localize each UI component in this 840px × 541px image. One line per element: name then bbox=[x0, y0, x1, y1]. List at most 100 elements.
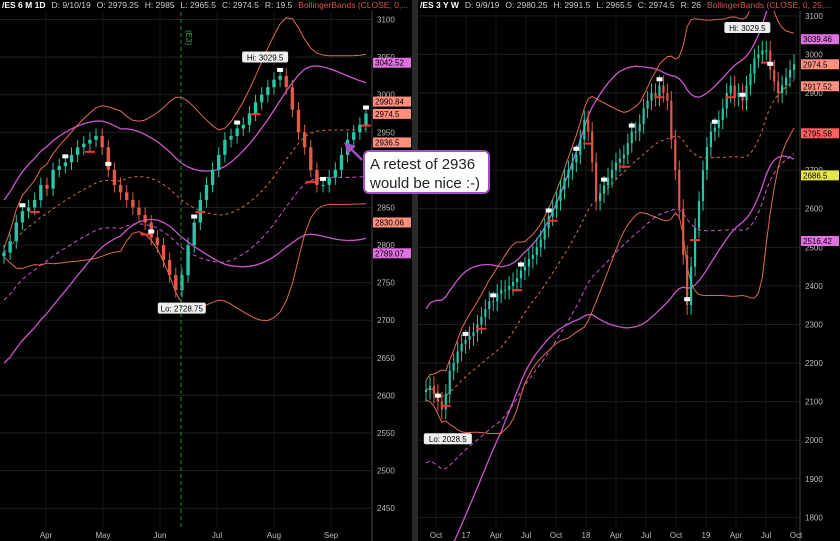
candle-body bbox=[137, 207, 141, 215]
candle-body bbox=[666, 93, 669, 101]
price-tag-label: 2990.84 bbox=[375, 98, 404, 107]
right-low: L: 2965.5 bbox=[596, 0, 632, 10]
candle-body bbox=[51, 169, 55, 189]
left-symbol[interactable]: /ES 6 M 1D bbox=[2, 0, 46, 10]
price-tick-label: 2600 bbox=[377, 391, 395, 400]
buy-signal-marker bbox=[739, 92, 746, 97]
time-tick-label: Oct bbox=[790, 531, 803, 540]
left-low: L: 2965.5 bbox=[180, 0, 216, 10]
price-tag-label: 2830.06 bbox=[375, 218, 404, 227]
left-chart-panel[interactable]: 3100305030002950290028502800275027002650… bbox=[0, 0, 412, 541]
candle-body bbox=[272, 79, 276, 88]
candle-body bbox=[792, 64, 796, 70]
buy-signal-marker bbox=[234, 120, 241, 125]
candle-body bbox=[733, 85, 736, 97]
candle-body bbox=[39, 184, 43, 200]
wide-band-upper-line bbox=[425, 0, 774, 310]
candle-body bbox=[606, 177, 610, 186]
candle-body bbox=[713, 127, 716, 132]
candle-body bbox=[480, 316, 483, 325]
candle-body bbox=[773, 69, 776, 82]
candle-body bbox=[769, 50, 772, 70]
right-symbol[interactable]: /ES 3 Y W bbox=[420, 0, 459, 10]
candle-body bbox=[468, 336, 471, 340]
bollinger-lower-line bbox=[425, 127, 795, 435]
left-study-label[interactable]: BollingerBands (CLOSE, 0,... bbox=[298, 0, 409, 10]
candle-body bbox=[757, 54, 760, 59]
right-study-label[interactable]: BollingerBands (CLOSE, 0, 25,... bbox=[707, 0, 832, 10]
candle-body bbox=[678, 170, 681, 209]
candle-body bbox=[559, 189, 562, 202]
annotation-line-2: would be nice :-) bbox=[370, 175, 481, 192]
buy-signal-marker bbox=[490, 293, 497, 298]
candle-body bbox=[737, 93, 740, 97]
candle-body bbox=[155, 237, 160, 246]
candle-body bbox=[496, 293, 499, 302]
left-header: /ES 6 M 1D D: 9/10/19 O: 2979.25 H: 2985… bbox=[0, 0, 409, 11]
price-tick-label: 3050 bbox=[377, 53, 395, 62]
wide-band-mid-line bbox=[3, 176, 367, 301]
candle-body bbox=[315, 169, 319, 185]
right-header: /ES 3 Y W D: 9/9/19 O: 2980.25 H: 2991.5… bbox=[418, 0, 832, 11]
right-date: D: 9/9/19 bbox=[464, 0, 500, 10]
price-tick-label: 2950 bbox=[377, 128, 395, 137]
candle-body bbox=[26, 207, 31, 212]
left-chart-svg[interactable]: 3100305030002950290028502800275027002650… bbox=[0, 0, 412, 541]
price-tag-box bbox=[801, 81, 839, 92]
candle-body bbox=[460, 343, 463, 352]
candle-body bbox=[32, 199, 37, 208]
candle-body bbox=[484, 309, 487, 317]
time-tick-label: Jul bbox=[761, 531, 771, 540]
price-tag-label: 2974.5 bbox=[803, 60, 828, 69]
left-high: H: 2985 bbox=[144, 0, 175, 10]
price-tick-label: 3100 bbox=[805, 12, 823, 21]
candle-body bbox=[290, 87, 295, 110]
candle-body bbox=[296, 109, 301, 133]
candle-body bbox=[88, 139, 92, 144]
candle-body bbox=[82, 143, 86, 148]
candle-body bbox=[571, 162, 574, 171]
annotation-callout: A retest of 2936 would be nice :-) bbox=[363, 150, 490, 194]
price-tick-label: 2500 bbox=[377, 467, 395, 476]
low-label-box bbox=[423, 433, 472, 445]
time-tick-label: Aug bbox=[267, 531, 281, 540]
left-close: C: 2974.5 bbox=[222, 0, 259, 10]
candle-body bbox=[186, 245, 190, 276]
candle-body bbox=[721, 108, 724, 121]
panel-divider[interactable] bbox=[412, 0, 418, 541]
price-tick-label: 2500 bbox=[805, 243, 823, 252]
candle-body bbox=[69, 154, 74, 163]
price-tick-label: 1900 bbox=[805, 475, 823, 484]
candle-body bbox=[701, 170, 705, 202]
candle-body bbox=[488, 301, 491, 310]
high-label: Hi: 3029.5 bbox=[247, 54, 284, 63]
candle-body bbox=[210, 169, 215, 185]
candle-body bbox=[729, 85, 732, 94]
right-high: H: 2991.5 bbox=[553, 0, 591, 10]
candle-body bbox=[321, 184, 325, 186]
candle-body bbox=[241, 124, 245, 129]
time-tick-label: Jul bbox=[212, 531, 222, 540]
candle-body bbox=[436, 393, 439, 402]
wide-band-upper-line bbox=[3, 65, 367, 201]
candle-body bbox=[508, 285, 511, 290]
candle-body bbox=[610, 170, 614, 178]
right-chart-panel[interactable]: 3100300029002800270026002500240023002200… bbox=[418, 0, 840, 541]
candle-body bbox=[167, 260, 172, 276]
price-tag-label: 2795.58 bbox=[803, 129, 832, 138]
low-label: Lo: 2028.5 bbox=[429, 435, 467, 444]
time-tick-label: Apr bbox=[490, 531, 503, 540]
candle-body bbox=[260, 94, 264, 103]
candle-body bbox=[717, 120, 720, 128]
high-label: Hi: 3029.5 bbox=[729, 24, 766, 33]
candle-body bbox=[20, 211, 25, 223]
candle-body bbox=[543, 228, 546, 240]
price-tag-label: 2974.5 bbox=[375, 110, 400, 119]
right-range: R: 26 bbox=[680, 0, 701, 10]
time-tick-label: Jun bbox=[154, 531, 167, 540]
candle-body bbox=[125, 192, 129, 200]
candle-body bbox=[204, 184, 209, 200]
candle-body bbox=[352, 132, 356, 140]
candle-body bbox=[339, 154, 344, 170]
right-chart-svg[interactable]: 3100300029002800270026002500240023002200… bbox=[418, 0, 840, 541]
